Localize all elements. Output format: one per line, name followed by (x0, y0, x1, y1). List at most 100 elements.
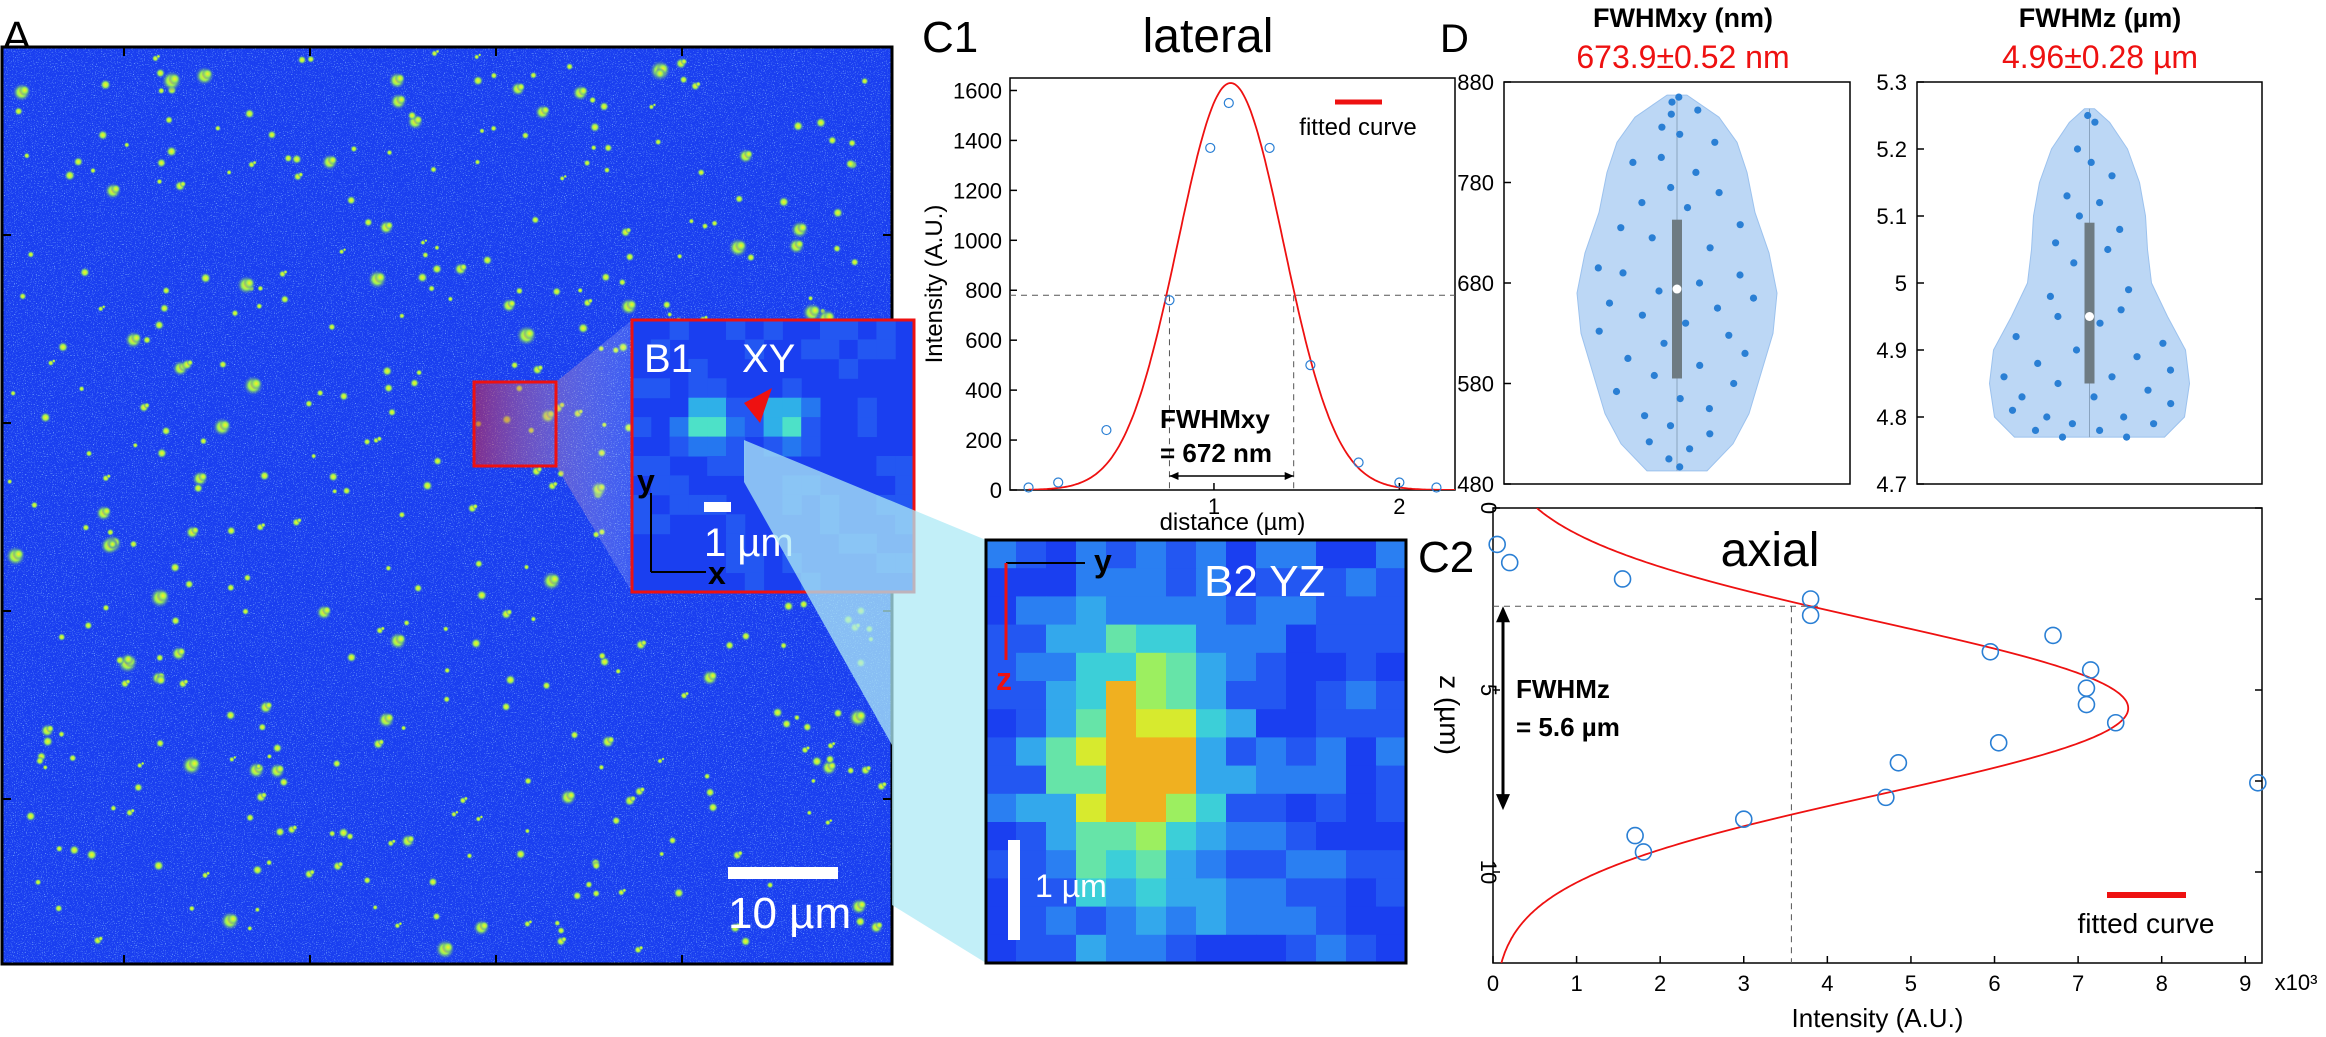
data-point (2120, 413, 2128, 421)
bead (666, 311, 673, 318)
data-point (1666, 422, 1675, 430)
iqr-box (1672, 219, 1682, 379)
bead (170, 615, 181, 626)
bead (18, 84, 31, 97)
bead (832, 207, 844, 219)
data-point (1706, 244, 1714, 252)
b2-pixel (1136, 568, 1167, 597)
legend-label: fitted curve (2078, 908, 2215, 939)
bead (205, 871, 211, 876)
bead (710, 219, 719, 227)
bead (618, 278, 627, 287)
data-point (2054, 312, 2062, 321)
bead (782, 600, 795, 612)
b2-pixel (1196, 652, 1227, 682)
data-point (1164, 295, 1175, 306)
bead (350, 145, 358, 153)
bead (143, 402, 151, 409)
b2-pixel (1256, 624, 1287, 654)
data-point (1877, 788, 1895, 807)
b2-pixel (1286, 934, 1317, 964)
x-tick-label: 1 (1208, 494, 1220, 519)
b1-pixel (838, 320, 859, 340)
bead (338, 391, 349, 402)
chart-d1: 480 580 680 780 880 FWHMxy (nm) 673.9±0.52 nm (1457, 3, 1851, 497)
panel-b1-label: B1 (644, 337, 693, 381)
data-point (1989, 733, 2008, 752)
data-point (2091, 118, 2099, 126)
bead (156, 54, 161, 59)
data-point (1657, 153, 1665, 161)
b2-pixel (1046, 793, 1077, 823)
summary-value: 673.9±0.52 nm (1576, 39, 1789, 75)
b2-pixel (1346, 652, 1377, 682)
b2-pixel (1316, 934, 1347, 964)
bead (854, 915, 866, 928)
b2-pixel (1346, 624, 1377, 654)
b2-pixel (1226, 540, 1257, 569)
bead (673, 887, 685, 899)
data-point (1101, 424, 1112, 436)
bead (501, 701, 512, 712)
b1-pixel (801, 436, 821, 457)
bead (101, 304, 106, 309)
bead (537, 364, 544, 372)
bead (737, 850, 744, 857)
bead (41, 735, 54, 748)
bead (431, 911, 442, 922)
bead (130, 332, 142, 344)
bead (316, 389, 325, 397)
b2-pixel (1286, 793, 1317, 823)
data-point (1658, 123, 1666, 131)
chart-title: FWHMxy (nm) (1593, 3, 1773, 33)
bead (97, 129, 109, 141)
b2-pixel (1076, 934, 1107, 964)
bead (589, 121, 601, 133)
b1-pixel (782, 417, 802, 438)
b2-pixel (1106, 850, 1137, 879)
b2-pixel (1076, 793, 1107, 823)
bead (515, 848, 527, 860)
bead (328, 829, 337, 838)
bead (244, 108, 255, 120)
bead (79, 267, 91, 278)
x-tick-label: 7 (2072, 971, 2084, 996)
bead (658, 850, 665, 858)
b1-pixel (726, 533, 746, 554)
bead (684, 691, 690, 696)
bead (625, 226, 632, 234)
bead (606, 735, 616, 744)
bead (192, 482, 204, 494)
b1-pixel (669, 475, 689, 496)
b1-pixel (650, 339, 671, 360)
bead (421, 480, 434, 492)
bead (881, 781, 888, 788)
b2-pixel (986, 737, 1017, 767)
b1-pixel (801, 339, 821, 360)
b2-pixel (986, 540, 1017, 569)
bead (435, 49, 440, 54)
data-point (2090, 393, 2098, 401)
bead (743, 149, 754, 159)
b2-pixel (1136, 737, 1167, 767)
zoom-wedge-b2 (744, 440, 986, 963)
b2-pixel (1016, 850, 1047, 879)
bead (278, 777, 289, 788)
b2-pixel (986, 596, 1017, 626)
bead (342, 486, 352, 496)
bead (541, 680, 552, 691)
bead (416, 271, 429, 284)
chart-title: FWHMz (µm) (2019, 3, 2182, 33)
bead (654, 138, 662, 146)
bead (482, 254, 493, 266)
b2-pixel (986, 568, 1017, 597)
bead (218, 360, 228, 369)
b2-pixel (1376, 822, 1407, 851)
b2-pixel (1226, 596, 1257, 626)
b2-pixel (1226, 878, 1257, 908)
b2-pixel (1166, 652, 1197, 682)
bead (530, 215, 540, 225)
b2-pixel (1226, 850, 1257, 879)
fwhm-annotation-line1: FWHMz (1516, 674, 1610, 704)
bead (246, 925, 253, 932)
